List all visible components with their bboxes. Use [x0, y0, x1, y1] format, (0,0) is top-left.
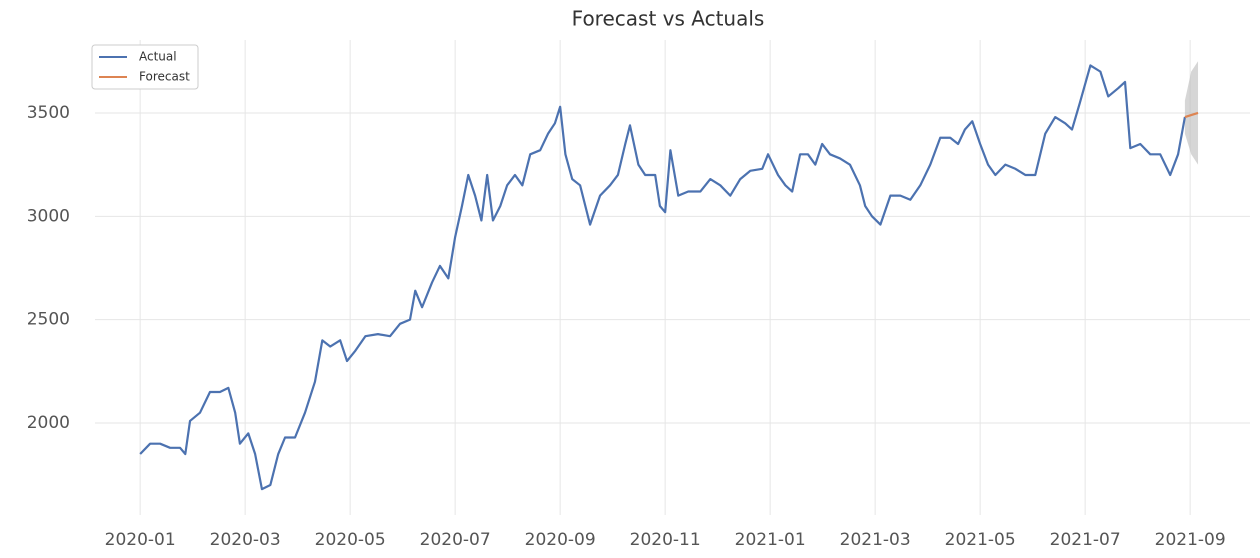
legend-label: Forecast: [139, 70, 190, 84]
x-tick-label: 2021-03: [840, 530, 911, 550]
x-tick-label: 2020-11: [630, 530, 701, 550]
x-tick-label: 2020-01: [105, 530, 176, 550]
x-tick-label: 2021-09: [1155, 530, 1226, 550]
chart-title: Forecast vs Actuals: [572, 7, 765, 31]
y-tick-label: 2500: [27, 310, 70, 330]
y-tick-label: 3500: [27, 103, 70, 123]
x-tick-label: 2021-05: [945, 530, 1016, 550]
x-tick-label: 2020-09: [525, 530, 596, 550]
y-tick-label: 3000: [27, 206, 70, 226]
y-tick-label: 2000: [27, 413, 70, 433]
x-tick-label: 2020-05: [315, 530, 386, 550]
x-tick-label: 2020-03: [210, 530, 281, 550]
x-tick-label: 2021-07: [1050, 530, 1121, 550]
x-tick-label: 2021-01: [735, 530, 806, 550]
line: [1184, 111, 1199, 119]
x-tick-label: 2020-07: [420, 530, 491, 550]
legend-label: Actual: [139, 50, 177, 64]
confidence-band: [1184, 61, 1199, 165]
legend: Actual Forecast: [91, 44, 199, 90]
line: [139, 64, 1186, 491]
